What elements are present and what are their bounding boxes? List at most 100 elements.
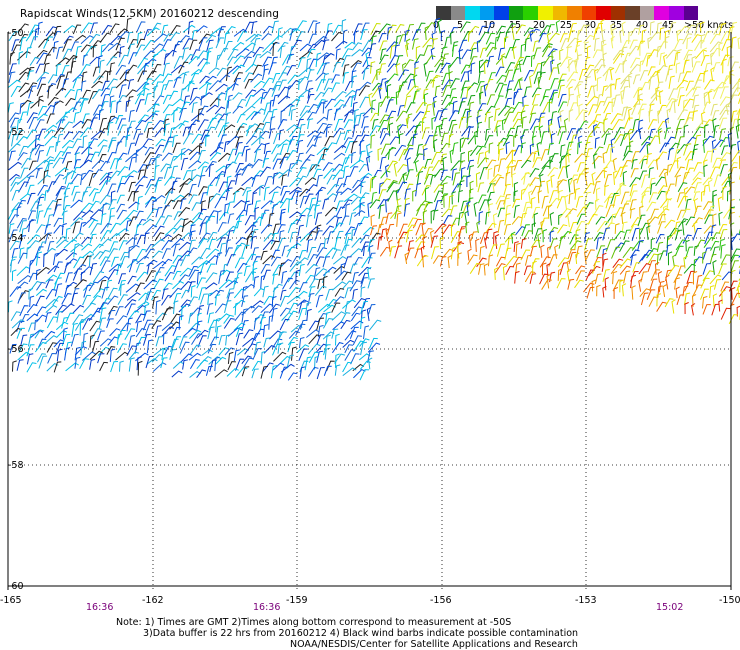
wind-barb (496, 25, 506, 35)
wind-barb (460, 86, 468, 99)
wind-barb (503, 111, 514, 125)
wind-barb (557, 79, 565, 90)
wind-barb (623, 270, 631, 284)
wind-barb (154, 325, 162, 338)
wind-barb (179, 198, 187, 210)
wind-barb (622, 59, 627, 73)
wind-barb (197, 335, 207, 348)
wind-barb (504, 31, 511, 43)
wind-barb (657, 208, 670, 219)
wind-barb (650, 208, 659, 220)
wind-barb (610, 83, 615, 98)
wind-barb (629, 64, 641, 74)
wind-barb (386, 41, 399, 52)
wind-barb (35, 49, 48, 59)
wind-barb (422, 88, 429, 100)
wind-barb (61, 303, 75, 313)
wind-barb (487, 191, 495, 203)
wind-barb (208, 356, 222, 365)
wind-barb (613, 170, 618, 185)
wind-barb (385, 212, 393, 225)
wind-barb (169, 233, 183, 242)
wind-barb (523, 171, 530, 185)
wind-barb (657, 109, 662, 124)
wind-barb (34, 134, 41, 147)
wind-barb (154, 144, 165, 155)
wind-barb (107, 310, 116, 321)
wind-barb (367, 278, 375, 289)
wind-barb (441, 225, 447, 240)
scale-label-30: 30 (584, 20, 597, 31)
wind-barb (106, 279, 113, 291)
wind-barb (272, 81, 282, 91)
wind-barb (81, 71, 88, 84)
wind-barb (18, 290, 30, 301)
wind-barb (127, 142, 136, 155)
wind-barb (98, 280, 107, 292)
wind-barb (28, 160, 37, 171)
wind-barb (673, 99, 679, 114)
wind-barb (110, 361, 119, 373)
wind-barb (467, 95, 476, 106)
wind-barb (415, 182, 422, 197)
wind-barb (263, 87, 275, 99)
wind-barb (263, 142, 270, 154)
wind-barb (533, 63, 543, 75)
wind-barb (144, 184, 155, 196)
wind-barb (485, 32, 496, 45)
wind-barb (189, 151, 201, 161)
wind-barb (208, 238, 216, 250)
wind-barb (235, 358, 245, 371)
wind-barb (386, 181, 398, 193)
wind-barb (529, 273, 537, 284)
wind-barb (424, 186, 430, 201)
wind-barb (164, 271, 175, 282)
wind-barb (325, 288, 334, 301)
wind-barb (503, 197, 510, 210)
wind-barb (596, 245, 606, 258)
wind-barb (684, 246, 694, 260)
wind-barb (611, 246, 621, 259)
wind-barb (685, 80, 694, 91)
wind-barb (143, 164, 151, 178)
wind-barb (179, 35, 190, 43)
wind-barb (182, 81, 195, 91)
wind-barb (136, 234, 146, 245)
wind-barb (358, 85, 370, 97)
wind-barb (88, 91, 98, 104)
wind-barb (574, 58, 579, 73)
wind-barb (457, 190, 463, 203)
wind-barb (100, 44, 106, 57)
wind-barb (271, 35, 283, 44)
wind-barb (80, 172, 87, 186)
wind-barb (98, 302, 108, 313)
wind-barb (117, 118, 126, 130)
scale-label-45: 45 (662, 20, 675, 31)
wind-barb (423, 61, 428, 77)
wind-barb (262, 68, 269, 81)
wind-barb (404, 148, 414, 160)
wind-barb (416, 143, 423, 156)
wind-barb (125, 152, 139, 163)
wind-barb (422, 37, 435, 48)
wind-barb (241, 295, 249, 308)
wind-barb (377, 223, 384, 236)
wind-barb (639, 70, 649, 81)
wind-barb (476, 220, 481, 233)
wind-barb (477, 182, 485, 193)
wind-barb (260, 224, 273, 234)
wind-barb (585, 269, 595, 281)
wind-barb (662, 205, 668, 221)
wind-barb (479, 91, 484, 105)
wind-barb (604, 184, 609, 196)
wind-barb (89, 233, 97, 244)
wind-barb (557, 126, 565, 136)
wind-barb (180, 148, 193, 156)
wind-barb (674, 148, 681, 163)
wind-barb (26, 234, 40, 245)
wind-barb (316, 116, 328, 124)
wind-barb (520, 249, 531, 261)
wind-barb (497, 47, 505, 61)
wind-barb (271, 144, 281, 155)
wind-barb (53, 361, 62, 373)
